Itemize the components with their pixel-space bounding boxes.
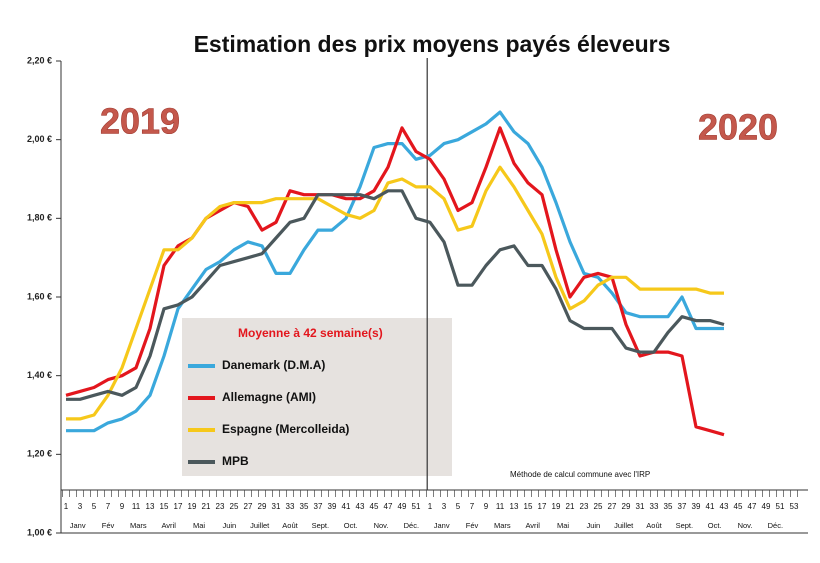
year-label: 2019 — [100, 101, 180, 142]
x-tick-label: 29 — [622, 502, 631, 511]
x-tick-label: 9 — [484, 502, 489, 511]
x-tick-label: 25 — [230, 502, 239, 511]
y-tick-label: 1,80 € — [27, 213, 52, 223]
x-tick-label: 35 — [664, 502, 673, 511]
x-tick-label: 51 — [776, 502, 785, 511]
month-label: Nov. — [738, 521, 753, 530]
x-tick-label: 17 — [174, 502, 183, 511]
note: Méthode de calcul commune avec l'IRP — [510, 470, 650, 479]
x-tick-label: 49 — [398, 502, 407, 511]
legend: Moyenne à 42 semaine(s) Danemark (D.M.A) A… — [182, 318, 452, 476]
x-tick-label: 53 — [790, 502, 799, 511]
x-tick-label: 5 — [92, 502, 97, 511]
x-tick-label: 39 — [692, 502, 701, 511]
series-line — [66, 189, 725, 401]
x-tick-label: 11 — [496, 502, 505, 511]
month-label: Mars — [494, 521, 511, 530]
month-label: Sept. — [312, 521, 330, 530]
x-tick-label: 47 — [748, 502, 757, 511]
x-tick-label: 47 — [384, 502, 393, 511]
y-tick-label: 1,20 € — [27, 449, 52, 459]
month-label: Oct. — [344, 521, 358, 530]
x-tick-label: 19 — [552, 502, 561, 511]
month-label: Fév — [102, 521, 115, 530]
month-label: Avril — [161, 521, 176, 530]
month-label: Août — [646, 521, 662, 530]
month-label: Sept. — [676, 521, 694, 530]
x-tick-label: 27 — [608, 502, 617, 511]
x-tick-label: 45 — [370, 502, 379, 511]
x-tick-label: 49 — [762, 502, 771, 511]
x-tick-label: 41 — [342, 502, 351, 511]
series-line — [66, 165, 724, 421]
month-label: Janv — [434, 521, 450, 530]
x-tick-label: 37 — [678, 502, 687, 511]
x-tick-label: 13 — [146, 502, 155, 511]
legend-label: Allemagne (AMI) — [222, 390, 316, 404]
y-tick-label: 2,20 € — [27, 55, 52, 65]
month-label: Juin — [586, 521, 600, 530]
x-tick-label: 21 — [202, 502, 211, 511]
x-tick-label: 25 — [594, 502, 603, 511]
month-label: Juin — [222, 521, 236, 530]
x-tick-label: 19 — [188, 502, 197, 511]
year-label: 2020 — [698, 107, 778, 148]
y-tick-label: 2,00 € — [27, 134, 52, 144]
y-tick-label: 1,60 € — [27, 291, 52, 301]
month-label: Nov. — [374, 521, 389, 530]
x-tick-label: 5 — [456, 502, 461, 511]
month-label: Juillet — [250, 521, 270, 530]
x-tick-label: 3 — [78, 502, 83, 511]
x-tick-label: 23 — [216, 502, 225, 511]
x-tick-label: 39 — [328, 502, 337, 511]
month-label: Janv — [70, 521, 86, 530]
x-tick-label: 43 — [356, 502, 365, 511]
legend-label: MPB — [222, 454, 249, 468]
x-tick-label: 1 — [428, 502, 433, 511]
month-label: Avril — [525, 521, 540, 530]
legend-title: Moyenne à 42 semaine(s) — [238, 326, 383, 340]
x-tick-label: 3 — [442, 502, 447, 511]
month-label: Déc. — [768, 521, 783, 530]
x-tick-label: 45 — [734, 502, 743, 511]
x-tick-label: 17 — [538, 502, 547, 511]
y-tick-label: 1,40 € — [27, 370, 52, 380]
x-tick-label: 33 — [286, 502, 295, 511]
month-label: Fév — [466, 521, 479, 530]
x-tick-label: 31 — [636, 502, 645, 511]
month-label: Août — [282, 521, 298, 530]
x-tick-label: 15 — [524, 502, 533, 511]
legend-label: Danemark (D.M.A) — [222, 358, 325, 372]
x-tick-label: 1 — [64, 502, 69, 511]
month-label: Mars — [130, 521, 147, 530]
x-tick-label: 43 — [720, 502, 729, 511]
x-tick-label: 7 — [470, 502, 475, 511]
x-tick-label: 15 — [160, 502, 169, 511]
x-tick-label: 29 — [258, 502, 267, 511]
month-label: Déc. — [404, 521, 419, 530]
month-label: Mai — [193, 521, 205, 530]
x-tick-label: 9 — [120, 502, 125, 511]
month-label: Juillet — [614, 521, 634, 530]
chart-title: Estimation des prix moyens payés éleveur… — [194, 31, 671, 57]
x-tick-label: 11 — [132, 502, 141, 511]
x-tick-label: 31 — [272, 502, 281, 511]
x-tick-label: 35 — [300, 502, 309, 511]
x-tick-label: 37 — [314, 502, 323, 511]
x-tick-label: 21 — [566, 502, 575, 511]
x-tick-label: 23 — [580, 502, 589, 511]
x-tick-label: 13 — [510, 502, 519, 511]
y-tick-label: 1,00 € — [27, 527, 52, 537]
legend-box — [182, 318, 452, 476]
x-tick-label: 41 — [706, 502, 715, 511]
x-tick-label: 27 — [244, 502, 253, 511]
x-tick-label: 7 — [106, 502, 111, 511]
legend-label: Espagne (Mercolleida) — [222, 422, 349, 436]
x-tick-label: 51 — [412, 502, 421, 511]
month-label: Mai — [557, 521, 569, 530]
month-label: Oct. — [708, 521, 722, 530]
x-tick-label: 33 — [650, 502, 659, 511]
